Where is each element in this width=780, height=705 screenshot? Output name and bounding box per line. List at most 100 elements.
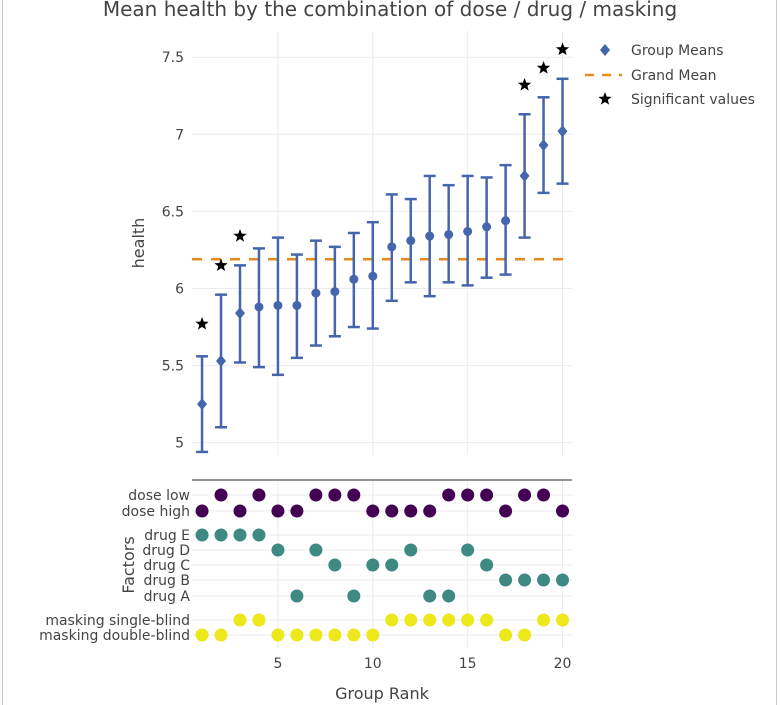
factor-dot — [195, 504, 209, 518]
factor-dot — [499, 628, 513, 642]
x-tick-labels: 5 10 15 20 — [273, 656, 571, 672]
group-mean-marker — [273, 300, 283, 310]
factor-dot — [404, 504, 418, 518]
factor-dot — [233, 504, 247, 518]
factor-dot — [480, 613, 494, 627]
legend: Group Means Grand Mean Significant value… — [585, 43, 755, 108]
group-mean-marker — [368, 271, 378, 281]
significant-star — [555, 42, 570, 56]
group-mean-marker — [444, 230, 454, 240]
y-tick-label: 7 — [175, 127, 184, 143]
significant-star — [536, 61, 551, 74]
group-mean-marker — [349, 274, 359, 284]
legend-item-group-means[interactable]: Group Means — [600, 43, 724, 59]
y-tick-label: 5 — [175, 436, 184, 452]
group-mean-marker — [292, 300, 302, 310]
factor-dot — [252, 528, 266, 542]
y-axis-title: health — [129, 218, 148, 269]
factor-dot — [442, 488, 456, 502]
legend-item-grand-mean[interactable]: Grand Mean — [585, 68, 717, 84]
factor-label: drug C — [143, 558, 190, 574]
factor-dot — [328, 628, 342, 642]
group-mean-marker — [311, 288, 321, 298]
factor-dot — [366, 628, 380, 642]
group-mean-marker — [425, 231, 435, 241]
factor-dot — [404, 613, 418, 627]
group-mean-marker — [519, 169, 530, 182]
factor-dot — [556, 504, 570, 518]
y-tick-label: 5.5 — [162, 359, 184, 375]
significant-star — [214, 258, 228, 272]
factor-dot — [499, 573, 513, 587]
significant-star — [195, 316, 209, 330]
x-tick-label: 20 — [554, 656, 572, 672]
group-mean-marker — [330, 287, 340, 297]
factor-dot — [385, 558, 399, 572]
factor-dot — [309, 543, 323, 557]
factor-dot — [290, 628, 304, 642]
factors-axis-title: Factors — [119, 536, 138, 593]
factor-label: masking double-blind — [39, 628, 190, 644]
factor-dots — [195, 488, 570, 642]
group-means — [197, 125, 568, 411]
group-mean-marker — [406, 236, 416, 246]
factor-dot — [195, 628, 209, 642]
group-mean-marker — [501, 216, 511, 226]
chart-title: Mean health by the combination of dose /… — [103, 0, 677, 21]
factor-dot — [195, 528, 209, 542]
factor-dot — [537, 613, 551, 627]
factor-dot — [309, 488, 323, 502]
factor-dot — [271, 543, 285, 557]
factor-dot — [461, 488, 475, 502]
factor-dot — [537, 488, 551, 502]
factor-dot — [347, 589, 361, 603]
top-grid — [192, 31, 572, 455]
factor-dot — [309, 628, 323, 642]
factor-label: dose low — [128, 488, 190, 504]
factor-label: drug E — [144, 528, 190, 544]
legend-label: Grand Mean — [631, 68, 717, 84]
factor-dot — [347, 488, 361, 502]
y-tick-labels: 5 5.5 6 6.5 7 7.5 — [162, 50, 184, 451]
factor-label: drug B — [144, 573, 190, 589]
x-tick-label: 10 — [364, 656, 382, 672]
factor-label: masking single-blind — [45, 613, 190, 629]
factor-dot — [328, 558, 342, 572]
factor-dot — [423, 613, 437, 627]
factor-dot — [385, 613, 399, 627]
factor-dot — [461, 543, 475, 557]
factor-dot — [252, 488, 266, 502]
group-mean-marker — [254, 302, 264, 312]
factor-dot — [214, 488, 228, 502]
factor-dot — [347, 628, 361, 642]
factor-label: dose high — [122, 504, 190, 520]
x-tick-label: 5 — [273, 656, 282, 672]
factor-dot — [271, 504, 285, 518]
legend-item-significant-values[interactable]: Significant values — [598, 92, 755, 108]
factor-dot — [518, 628, 532, 642]
y-tick-label: 6.5 — [162, 204, 184, 220]
x-tick-label: 15 — [459, 656, 477, 672]
factor-dot — [556, 573, 570, 587]
group-mean-marker — [234, 307, 245, 320]
factor-dot — [252, 613, 266, 627]
x-axis-title: Group Rank — [335, 684, 430, 703]
factor-dot — [461, 613, 475, 627]
factor-dot — [233, 528, 247, 542]
factor-label: drug A — [144, 589, 191, 605]
factor-dot — [366, 558, 380, 572]
factor-dot — [385, 504, 399, 518]
group-mean-marker — [538, 139, 549, 152]
factor-dot — [442, 589, 456, 603]
factor-dot — [480, 558, 494, 572]
legend-label: Group Means — [631, 43, 724, 59]
group-mean-marker — [463, 226, 473, 236]
group-mean-marker — [216, 354, 227, 367]
factor-dot — [442, 613, 456, 627]
y-tick-label: 6 — [175, 281, 184, 297]
factor-dot — [233, 613, 247, 627]
factor-dot — [499, 504, 513, 518]
